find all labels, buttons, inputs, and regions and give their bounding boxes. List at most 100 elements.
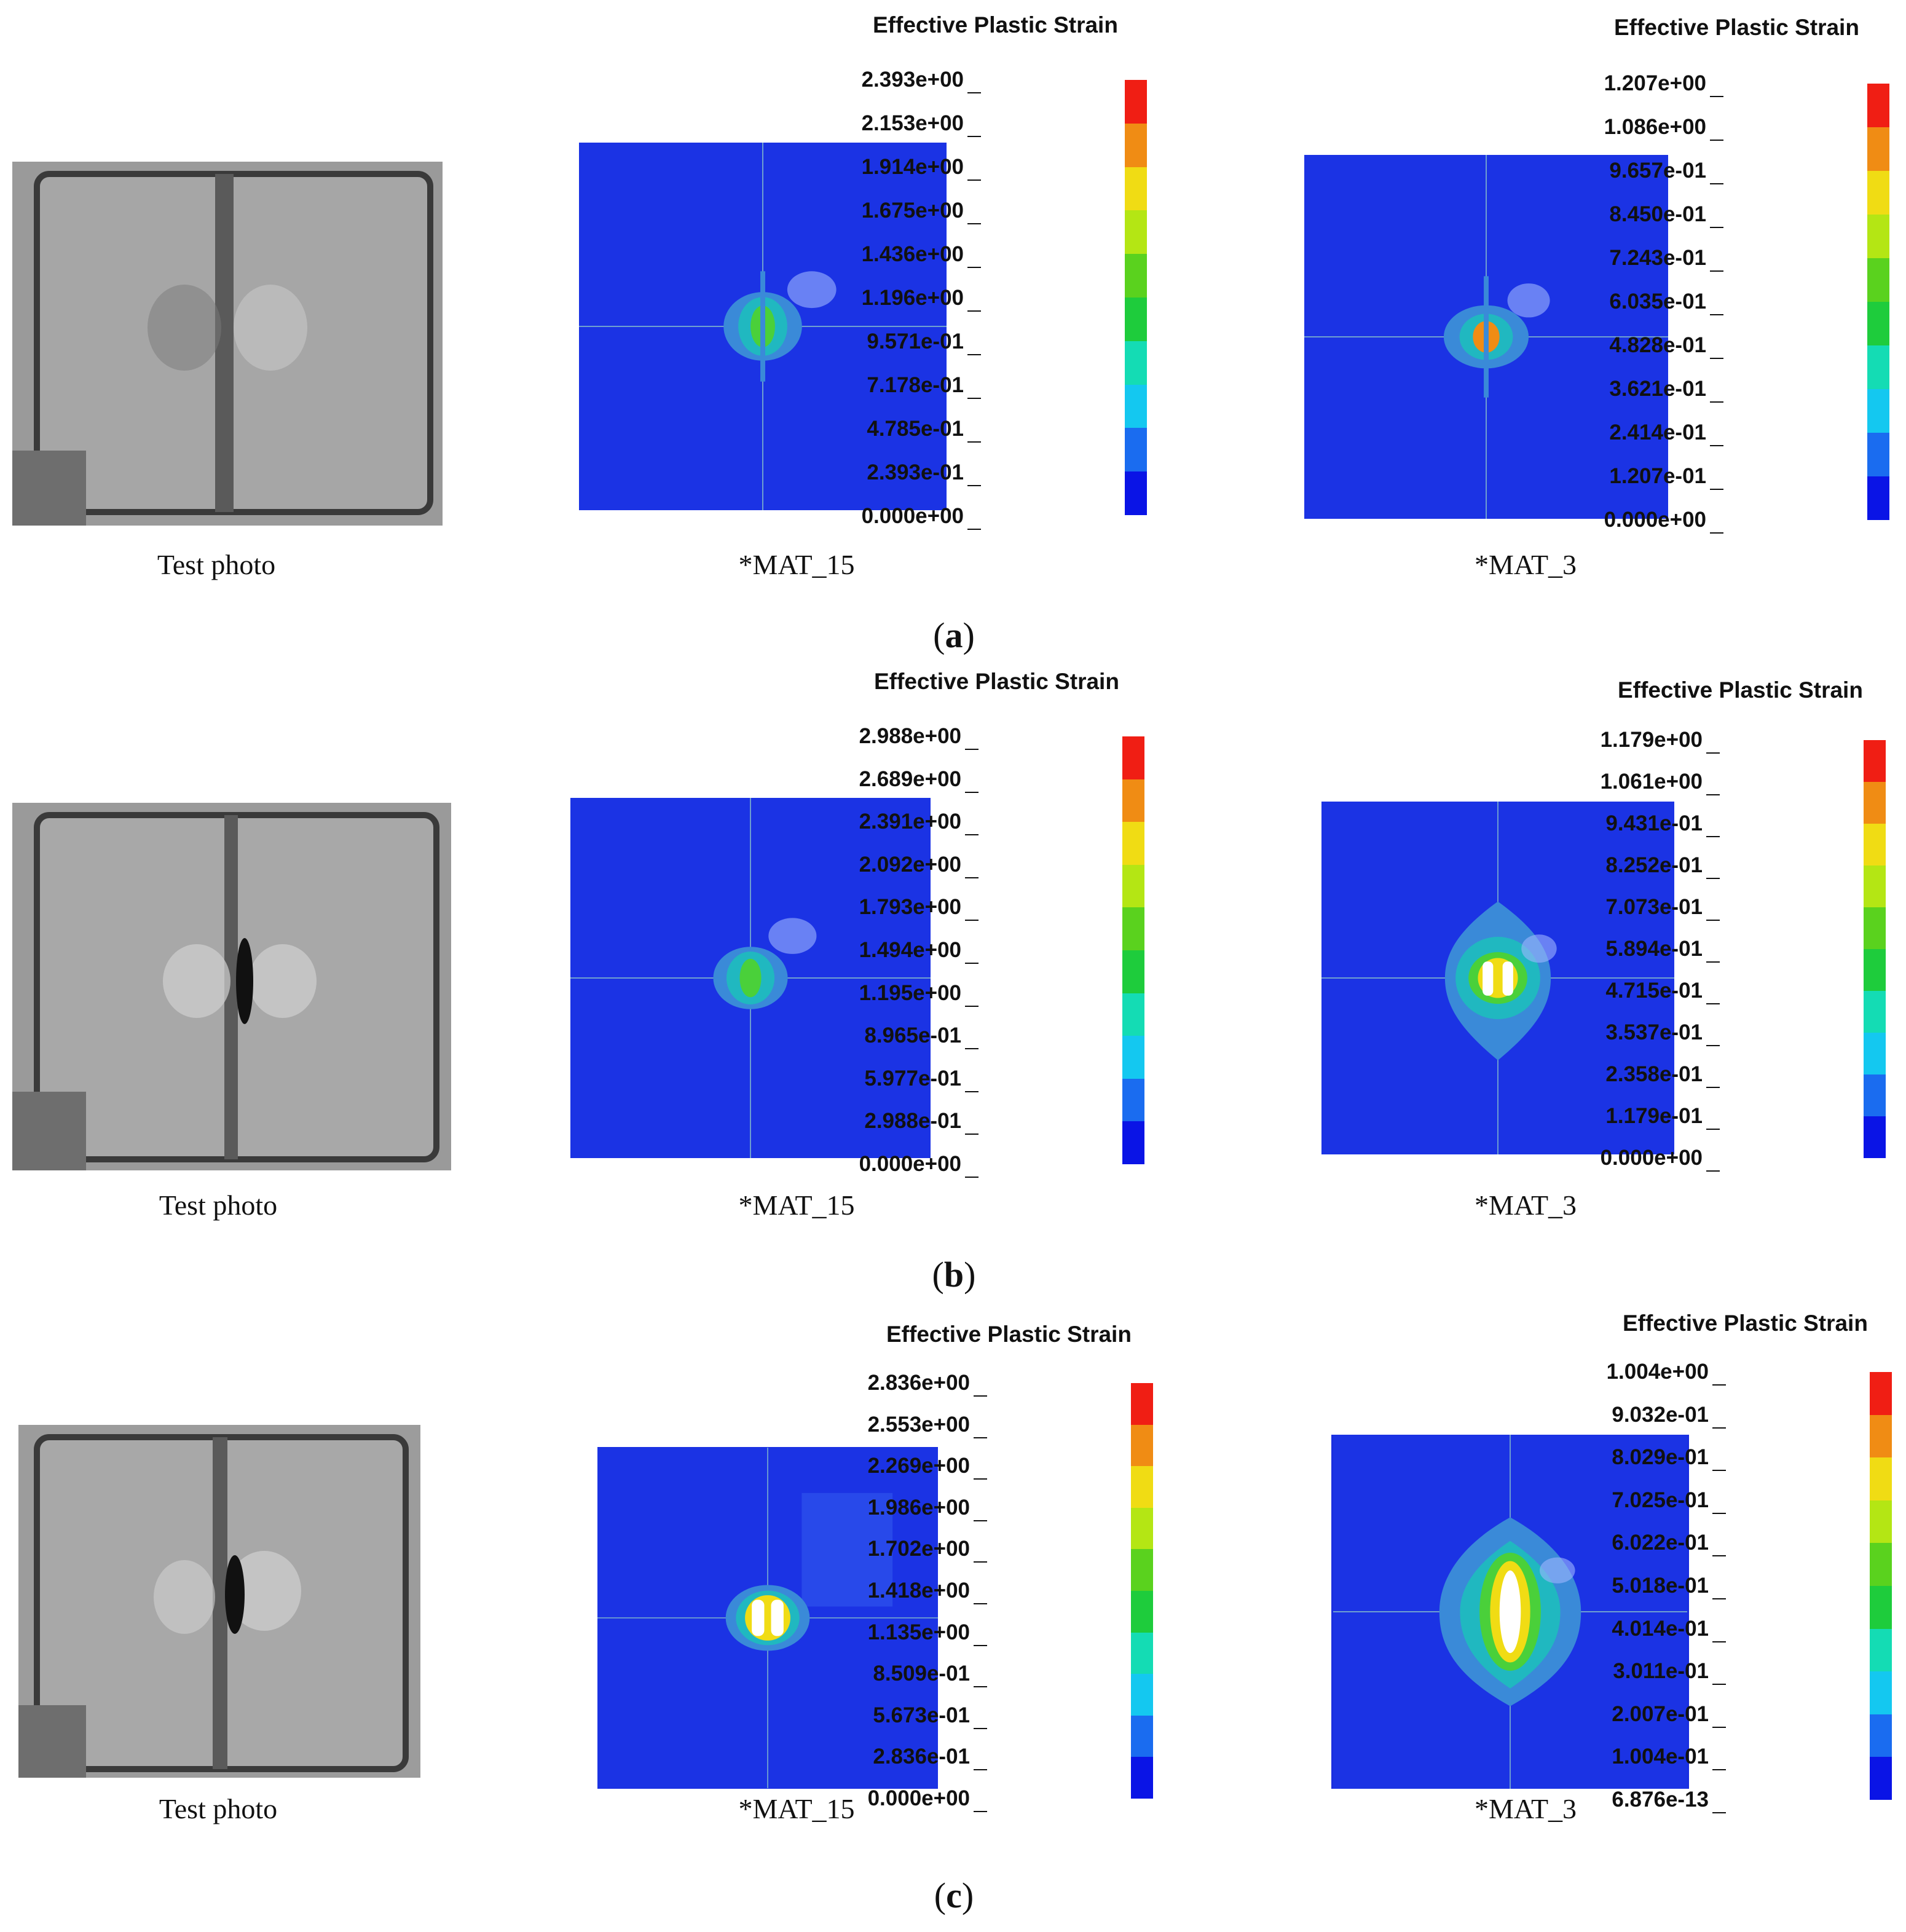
colorbar-tick-mark [1710, 489, 1723, 490]
colorbar-segment [1867, 215, 1889, 258]
colorbar-tick-mark [967, 441, 981, 443]
colorbar-tick-mark [1706, 1129, 1720, 1130]
colorbar-tick-mark [974, 1644, 987, 1646]
colorbar-segment [1131, 1757, 1153, 1799]
colorbar-tick-label: 1.418e+00 [867, 1579, 970, 1603]
colorbar-tick-mark [967, 267, 981, 268]
colorbar-tick-mark [967, 179, 981, 181]
subfigure-label-c: (c) [934, 1875, 974, 1915]
colorbar-tick-mark [974, 1686, 987, 1688]
colorbar-tick-mark [1712, 1512, 1726, 1514]
colorbar-tick-mark [1710, 96, 1723, 97]
colorbar-segment [1864, 865, 1886, 907]
colorbar-tick-label: 1.207e-01 [1609, 464, 1706, 488]
colorbar-segment [1870, 1585, 1892, 1629]
colorbar-tick-mark [1710, 270, 1723, 272]
colorbar-segment [1122, 736, 1144, 779]
colorbar-segment [1870, 1414, 1892, 1458]
colorbar-tick-label: 2.836e+00 [867, 1371, 970, 1395]
mat15-contour-plot [597, 1447, 938, 1789]
colorbar [1131, 1383, 1153, 1799]
colorbar-tick-label: 2.393e-01 [867, 460, 964, 484]
colorbar-tick-label: 1.004e-01 [1612, 1745, 1709, 1769]
colorbar-tick-label: 2.553e+00 [867, 1412, 970, 1437]
colorbar-segment [1870, 1543, 1892, 1586]
colorbar-tick-mark [1712, 1769, 1726, 1771]
colorbar-tick-label: 6.022e-01 [1612, 1531, 1709, 1555]
colorbar-tick-mark [965, 1177, 979, 1178]
colorbar-segment [1864, 1074, 1886, 1116]
colorbar-segment [1131, 1715, 1153, 1757]
colorbar-tick-mark [967, 136, 981, 137]
colorbar-tick-label: 5.894e-01 [1605, 937, 1703, 961]
colorbar-segment [1864, 740, 1886, 782]
colorbar-tick-label: 1.086e+00 [1604, 115, 1706, 139]
colorbar-tick-label: 2.988e+00 [859, 724, 961, 748]
figure-row-b: Test photo *MAT_15 Effective Plastic Str… [0, 652, 1906, 1295]
test-photo-image [18, 1425, 420, 1778]
colorbar-tick-label: 1.004e+00 [1606, 1360, 1709, 1384]
colorbar-tick-mark [967, 529, 981, 530]
colorbar-tick-mark [1706, 1045, 1720, 1046]
colorbar-tick-mark [1712, 1384, 1726, 1386]
colorbar-tick-mark [965, 920, 979, 921]
colorbar-tick-label: 1.793e+00 [859, 895, 961, 920]
colorbar-tick-label: 8.252e-01 [1605, 853, 1703, 877]
colorbar-segment [1125, 210, 1147, 254]
colorbar-tick-mark [1712, 1726, 1726, 1728]
colorbar-tick-mark [967, 310, 981, 312]
colorbar-segment [1867, 302, 1889, 345]
colorbar-tick-mark [1710, 183, 1723, 184]
colorbar-tick-label: 1.436e+00 [861, 242, 964, 266]
colorbar-tick-mark [1710, 445, 1723, 446]
test-photo-image [12, 803, 451, 1170]
colorbar [1864, 740, 1886, 1158]
colorbar-tick-label: 8.965e-01 [864, 1023, 961, 1048]
colorbar-tick-mark [965, 1134, 979, 1135]
colorbar [1122, 736, 1144, 1164]
colorbar-tick-label: 1.195e+00 [859, 980, 961, 1005]
colorbar-segment [1125, 123, 1147, 167]
colorbar-segment [1122, 1036, 1144, 1079]
mat3-contour-plot [1321, 802, 1674, 1154]
colorbar-segment [1131, 1632, 1153, 1674]
colorbar-tick-label: 0.000e+00 [859, 1152, 961, 1176]
colorbar-tick-label: 8.450e-01 [1609, 202, 1706, 226]
colorbar-segment [1867, 389, 1889, 433]
colorbar-segment [1122, 822, 1144, 865]
colorbar-tick-label: 2.153e+00 [861, 111, 964, 135]
colorbar-tick-mark [974, 1769, 987, 1771]
colorbar-segment [1864, 1033, 1886, 1074]
colorbar-tick-label: 1.986e+00 [867, 1495, 970, 1520]
mat15-caption: *MAT_15 [738, 1793, 855, 1824]
colorbar-tick-label: 4.828e-01 [1609, 333, 1706, 357]
mat3-contour-plot [1304, 155, 1668, 519]
colorbar-segment [1122, 950, 1144, 993]
colorbar-tick-label: 1.914e+00 [861, 155, 964, 179]
colorbar-tick-label: 8.509e-01 [873, 1662, 970, 1686]
colorbar-tick-label: 1.702e+00 [867, 1537, 970, 1561]
colorbar-tick-label: 5.018e-01 [1612, 1574, 1709, 1598]
figure-row-c: Test photo *MAT_15 Effective Plastic Str… [0, 1291, 1906, 1932]
colorbar-tick-mark [974, 1811, 987, 1812]
colorbar-tick-mark [1710, 314, 1723, 315]
colorbar-tick-mark [1706, 1087, 1720, 1088]
test-photo-caption: Test photo [159, 1793, 278, 1824]
colorbar-tick-mark [967, 354, 981, 355]
colorbar-tick-label: 2.689e+00 [859, 767, 961, 791]
colorbar-segment [1131, 1674, 1153, 1716]
colorbar-tick-label: 2.393e+00 [861, 68, 964, 92]
colorbar-segment [1870, 1671, 1892, 1714]
colorbar-tick-mark [965, 1005, 979, 1007]
colorbar-tick-mark [1706, 961, 1720, 963]
colorbar-segment [1125, 428, 1147, 472]
colorbar-tick-mark [967, 223, 981, 224]
colorbar-tick-label: 8.029e-01 [1612, 1445, 1709, 1470]
colorbar-tick-label: 4.715e-01 [1605, 979, 1703, 1003]
colorbar-tick-mark [1712, 1555, 1726, 1557]
colorbar-tick-mark [965, 877, 979, 878]
colorbar-segment [1131, 1424, 1153, 1467]
colorbar-segment [1131, 1549, 1153, 1591]
legend-title: Effective Plastic Strain [1618, 677, 1863, 703]
colorbar-segment [1870, 1372, 1892, 1415]
